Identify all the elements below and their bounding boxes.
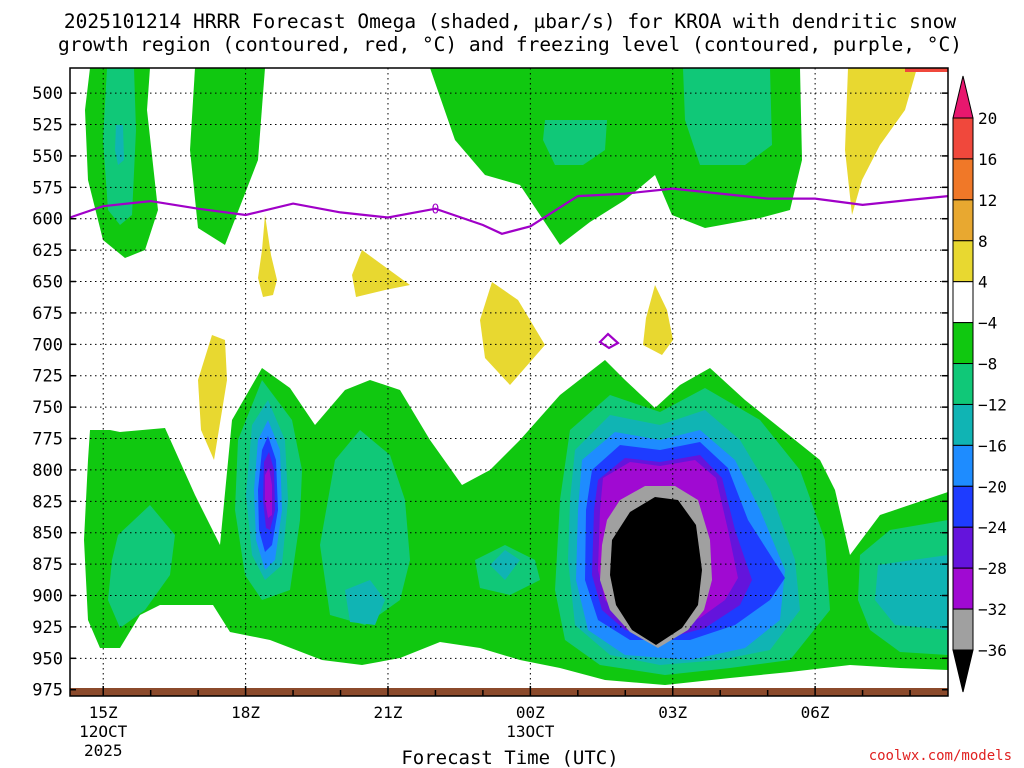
- y-tick-label: 725: [32, 367, 63, 387]
- colorbar-tick-label: 20: [978, 109, 997, 128]
- colorbar-segment: [952, 281, 974, 324]
- freezing-level-small-loop: [598, 332, 620, 350]
- y-tick-label: 600: [32, 210, 63, 230]
- colorbar-tick-label: −28: [978, 559, 1007, 578]
- colorbar-segment: [952, 567, 974, 610]
- y-tick-label: 650: [32, 273, 63, 293]
- y-tick-label: 575: [32, 178, 63, 198]
- colorbar-segment: [952, 403, 974, 446]
- omega-contour-descent-18z: [258, 215, 277, 297]
- colorbar-segment: [952, 117, 974, 160]
- colorbar-tick-label: −4: [978, 314, 997, 333]
- chart-title-line-2: growth region (contoured, red, °C) and f…: [58, 33, 962, 56]
- colorbar-tick-label: −12: [978, 395, 1007, 414]
- colorbar-tick-label: −20: [978, 477, 1007, 496]
- omega-contour-descent-07z: [845, 68, 917, 215]
- omega-shading: [84, 68, 948, 685]
- colorbar-segment: [952, 199, 974, 242]
- plot-frame: [69, 67, 949, 697]
- y-tick-label: 500: [32, 84, 63, 104]
- y-tick-label: 950: [32, 649, 63, 669]
- freezing-level-label: 0: [431, 203, 439, 218]
- x-tick-label: 00Z: [516, 703, 545, 722]
- colorbar-tick-label: 8: [978, 232, 988, 251]
- y-tick-label: 675: [32, 304, 63, 324]
- colorbar-segment: [952, 158, 974, 201]
- colorbar-tick-label: −16: [978, 436, 1007, 455]
- x-tick-label: 15Z: [89, 703, 118, 722]
- source-credit: coolwx.com/models: [869, 748, 1012, 764]
- y-tick-label: 550: [32, 147, 63, 167]
- y-tick-label: 825: [32, 492, 63, 512]
- y-tick-label: 800: [32, 461, 63, 481]
- y-tick-label: 925: [32, 618, 63, 638]
- colorbar-segment: [952, 526, 974, 569]
- colorbar-segment: [952, 363, 974, 405]
- omega-contour-descent-17z: [198, 335, 227, 460]
- omega-contour-descent-20z: [352, 250, 410, 297]
- colorbar-segment: [952, 240, 974, 283]
- y-tick-label: 525: [32, 116, 63, 136]
- y-tick-label: 900: [32, 587, 63, 607]
- omega-contour-upper-03z-inner: [683, 68, 772, 165]
- x-tick-label: 18Z: [231, 703, 260, 722]
- colorbar-segment: [952, 485, 974, 528]
- colorbar: 20 16 12 8 4 −4 −8 −12 −16 −20 −24 −28 −32 −36: [952, 75, 1007, 693]
- omega-contour-lower-black: [610, 497, 702, 645]
- freezing-level-contour: [70, 187, 948, 235]
- x-tick-year: 2025: [84, 741, 123, 760]
- y-tick-label: 975: [32, 681, 63, 701]
- y-tick-label: 850: [32, 524, 63, 544]
- omega-contour-descent-01z: [643, 285, 673, 355]
- colorbar-tick-label: 12: [978, 191, 997, 210]
- y-axis: 500 525 550 575 600 625 650 675 700 725 750 775 800 8…: [32, 84, 948, 701]
- colorbar-top-arrow: [952, 75, 974, 119]
- colorbar-tick-label: 16: [978, 150, 997, 169]
- colorbar-segment: [952, 444, 974, 487]
- y-tick-label: 775: [32, 430, 63, 450]
- colorbar-segment: [952, 608, 974, 651]
- colorbar-segment: [952, 322, 974, 365]
- x-tick-label: 03Z: [658, 703, 687, 722]
- omega-contour-descent-edge: [905, 68, 948, 72]
- x-tick-label: 06Z: [801, 703, 830, 722]
- colorbar-tick-label: −36: [978, 641, 1007, 660]
- y-tick-label: 750: [32, 398, 63, 418]
- x-tick-date: 13OCT: [506, 722, 555, 741]
- colorbar-tick-label: 4: [978, 273, 988, 292]
- plot-area: 0: [70, 68, 948, 696]
- omega-contour-upper-00z-inner: [543, 120, 607, 165]
- colorbar-tick-label: −24: [978, 518, 1007, 537]
- x-tick-label: 21Z: [374, 703, 403, 722]
- colorbar-bottom-arrow: [952, 649, 974, 693]
- omega-contour-upper-15z-core: [115, 125, 124, 165]
- x-tick-date: 12OCT: [79, 722, 128, 741]
- omega-contour-descent-23z: [480, 282, 545, 385]
- y-gridlines: [70, 92, 948, 691]
- y-tick-label: 875: [32, 555, 63, 575]
- colorbar-tick-label: −8: [978, 355, 997, 374]
- chart-title-line-1: 2025101214 HRRR Forecast Omega (shaded, …: [64, 10, 956, 33]
- y-tick-label: 700: [32, 335, 63, 355]
- y-tick-label: 625: [32, 241, 63, 261]
- terrain-strip: [70, 688, 948, 696]
- x-axis-label: Forecast Time (UTC): [401, 747, 618, 768]
- omega-contour-upper-17z: [190, 68, 265, 245]
- colorbar-tick-label: −32: [978, 600, 1007, 619]
